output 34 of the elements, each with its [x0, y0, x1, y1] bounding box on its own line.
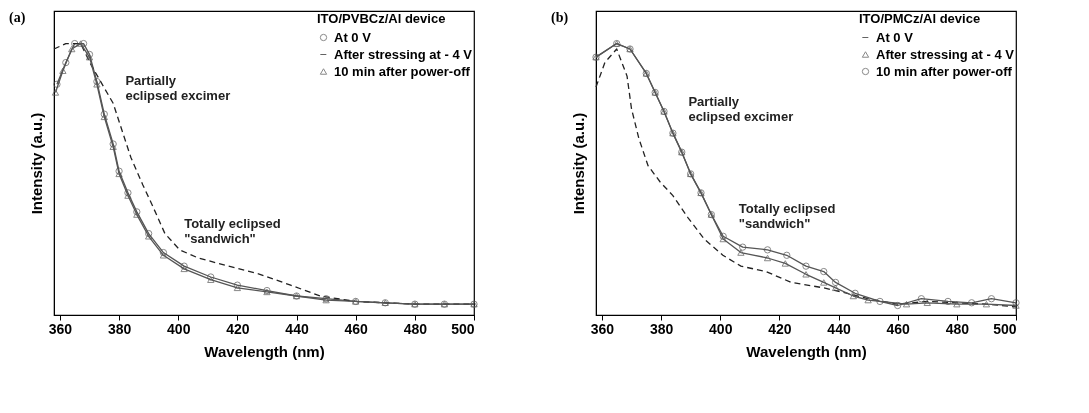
x-tick-label: 400	[709, 320, 733, 337]
x-tick-label: 380	[107, 320, 132, 337]
x-tick-label: 440	[827, 320, 851, 337]
x-axis-title: Wavelength (nm)	[204, 342, 325, 360]
chart-title: (a)	[9, 10, 26, 26]
x-tick-label: 460	[886, 320, 911, 337]
legend-label: After stressing at - 4 V	[334, 46, 473, 62]
legend-title: ITO/PMCz/Al device	[859, 11, 981, 26]
legend-label: After stressing at - 4 V	[876, 46, 1015, 62]
x-tick-label: 420	[768, 320, 792, 337]
annotation: Totally eclipsed "sandwich"	[184, 215, 281, 246]
x-tick-label: 480	[403, 320, 428, 337]
legend-label: At 0 V	[334, 29, 372, 45]
x-tick-label: 400	[167, 320, 191, 337]
annotation: Partially eclipsed excimer	[125, 72, 231, 103]
y-axis-title: Intensity (a.u.)	[27, 112, 45, 215]
x-tick-label: 360	[48, 320, 73, 337]
x-tick-label: 420	[226, 320, 250, 337]
annotation: Totally eclipsed "sandwich"	[738, 200, 836, 231]
legend-title: ITO/PVBCz/Al device	[317, 11, 446, 26]
x-axis-title: Wavelength (nm)	[746, 342, 867, 360]
x-tick-label: 480	[945, 320, 970, 337]
legend-label: At 0 V	[876, 29, 914, 45]
x-tick-label: 440	[285, 320, 309, 337]
annotation: Partially eclipsed excimer	[688, 94, 794, 125]
legend-label: 10 min after power-off	[334, 63, 471, 79]
y-axis-title: Intensity (a.u.)	[569, 112, 587, 215]
x-tick-label: 380	[649, 320, 674, 337]
x-tick-label: 500	[451, 320, 475, 337]
x-tick-label: 460	[344, 320, 369, 337]
chart-title: (b)	[551, 10, 569, 26]
legend-label: 10 min after power-off	[876, 63, 1013, 79]
x-tick-label: 360	[590, 320, 615, 337]
x-tick-label: 500	[993, 320, 1017, 337]
